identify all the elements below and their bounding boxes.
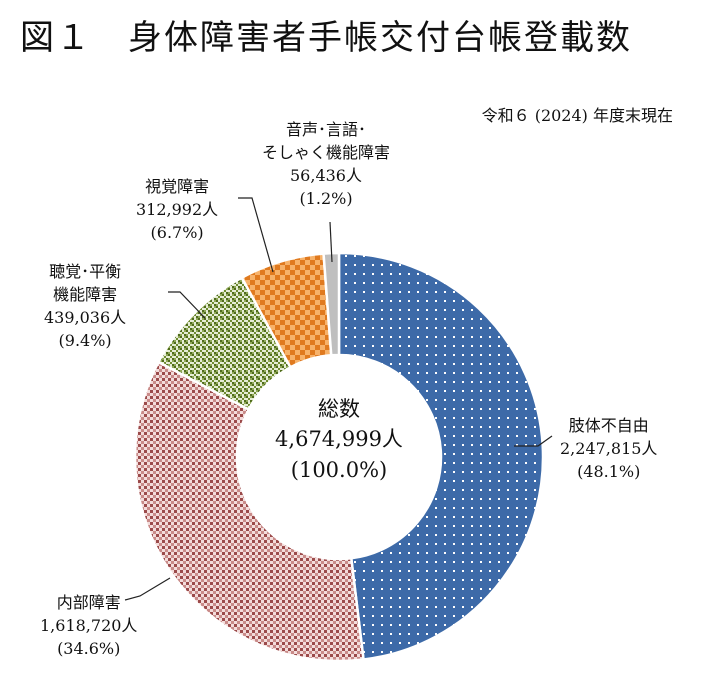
label-internal: 内部障害 1,618,720人 (34.6%) [40, 591, 137, 660]
slice-internal [133, 360, 365, 663]
leader-line-internal [124, 577, 171, 601]
slice-speech [322, 251, 341, 357]
chart-title: 図１ 身体障害者手帳交付台帳登載数 [20, 10, 632, 59]
donut-center: 総数 4,674,999人 (100.0%) [239, 395, 439, 485]
leader-line-hearing [168, 291, 206, 319]
title-text: 身体障害者手帳交付台帳登載数 [128, 18, 632, 58]
label-visual-name: 視覚障害 [145, 177, 210, 196]
label-visual: 視覚障害 312,992人 (6.7%) [136, 175, 218, 244]
label-speech-name2: そしゃく機能障害 [262, 143, 391, 162]
label-internal-count: 1,618,720人 [40, 616, 138, 635]
label-speech-pct: (1.2%) [299, 189, 353, 208]
label-speech-name1: 音声･言語･ [286, 120, 367, 139]
leader-line-speech [329, 221, 333, 263]
label-limb-pct: (48.1%) [577, 462, 641, 481]
label-visual-count: 312,992人 [136, 200, 219, 219]
label-limb-count: 2,247,815人 [560, 439, 658, 458]
label-hearing: 聴覚･平衡 機能障害 439,036人 (9.4%) [44, 260, 126, 352]
label-internal-name: 内部障害 [56, 593, 121, 612]
label-hearing-name1: 聴覚･平衡 [49, 262, 122, 281]
center-total: 4,674,999人 [275, 427, 403, 451]
leader-line-limb [514, 435, 553, 447]
center-label: 総数 [318, 397, 360, 421]
leader-line-visual [238, 197, 274, 273]
label-speech-count: 56,436人 [290, 166, 362, 185]
label-limb: 肢体不自由 2,247,815人 (48.1%) [560, 414, 657, 483]
chart-subtitle: 令和６ (2024) 年度末現在 [481, 106, 673, 125]
label-hearing-pct: (9.4%) [58, 331, 112, 350]
center-percent: (100.0%) [290, 458, 388, 482]
label-limb-name: 肢体不自由 [568, 416, 649, 435]
slice-limb [337, 251, 545, 661]
label-hearing-count: 439,036人 [44, 308, 127, 327]
label-internal-pct: (34.6%) [57, 639, 121, 658]
figure-number: 図１ [20, 18, 92, 58]
label-hearing-name2: 機能障害 [53, 285, 118, 304]
label-speech: 音声･言語･ そしゃく機能障害 56,436人 (1.2%) [262, 118, 390, 210]
label-visual-pct: (6.7%) [150, 223, 204, 242]
